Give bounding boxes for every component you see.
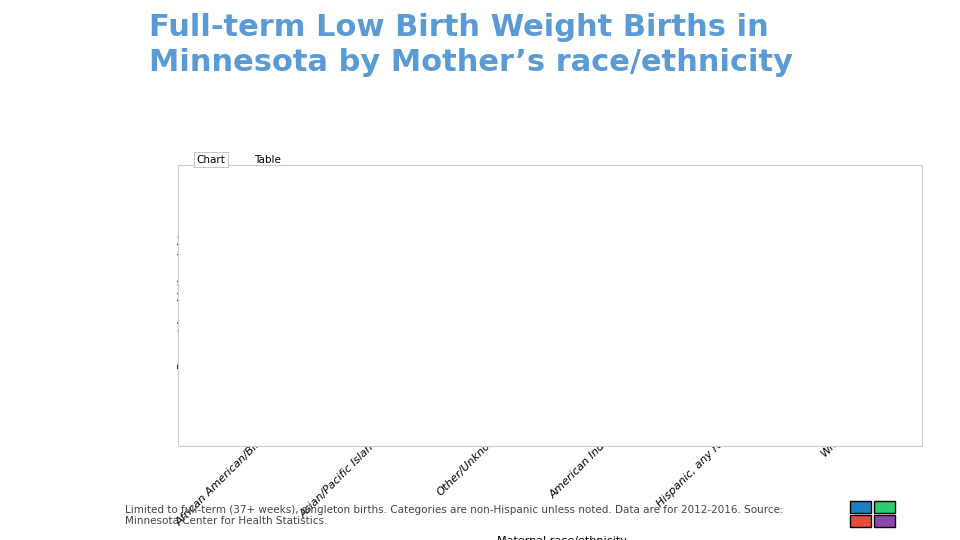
Text: Table: Table — [254, 154, 281, 165]
Text: Limited to full-term (37+ weeks), singleton births. Categories are non-Hispanic : Limited to full-term (37+ weeks), single… — [125, 505, 783, 526]
Text: 3.0%: 3.0% — [259, 200, 288, 211]
Text: Full-term Low Birth Weight Births in
Minnesota by Mother’s race/ethnicity: Full-term Low Birth Weight Births in Min… — [149, 14, 793, 77]
Y-axis label: Percent low birth weight: Percent low birth weight — [178, 233, 188, 369]
Bar — [465, 241, 543, 424]
Bar — [580, 255, 659, 424]
Bar — [695, 298, 774, 424]
Bar — [810, 326, 889, 424]
Bar — [234, 213, 313, 424]
Text: African American women are TWICE
as likely to have a full-term, low birth
weight: African American women are TWICE as like… — [586, 181, 820, 224]
Bar — [349, 234, 428, 424]
Text: Chart: Chart — [197, 154, 226, 165]
X-axis label: Maternal race/ethnicity: Maternal race/ethnicity — [496, 536, 627, 540]
